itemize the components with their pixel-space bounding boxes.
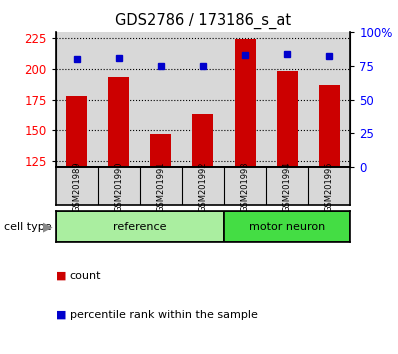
Bar (277, 71, 298, 167)
Bar (56, 211, 224, 242)
Bar (66, 96, 87, 167)
Text: GSM201992: GSM201992 (199, 161, 207, 212)
Text: cell type: cell type (4, 222, 52, 232)
Text: GSM201995: GSM201995 (325, 161, 334, 212)
Text: GSM201993: GSM201993 (240, 161, 250, 212)
Text: ▶: ▶ (43, 220, 53, 233)
Text: GSM201989: GSM201989 (72, 161, 81, 212)
Text: motor neuron: motor neuron (249, 222, 325, 232)
Text: ■: ■ (56, 271, 66, 281)
Text: count: count (70, 271, 101, 281)
Bar (108, 78, 129, 167)
Text: GSM201991: GSM201991 (156, 161, 166, 212)
Text: GSM201990: GSM201990 (114, 161, 123, 212)
Text: GSM201994: GSM201994 (283, 161, 292, 212)
Title: GDS2786 / 173186_s_at: GDS2786 / 173186_s_at (115, 13, 291, 29)
Bar (224, 211, 350, 242)
Bar (234, 39, 256, 167)
Bar (193, 114, 213, 167)
Text: ■: ■ (56, 310, 66, 320)
Text: percentile rank within the sample: percentile rank within the sample (70, 310, 258, 320)
Bar (150, 134, 172, 167)
Text: reference: reference (113, 222, 167, 232)
Bar (319, 85, 340, 167)
